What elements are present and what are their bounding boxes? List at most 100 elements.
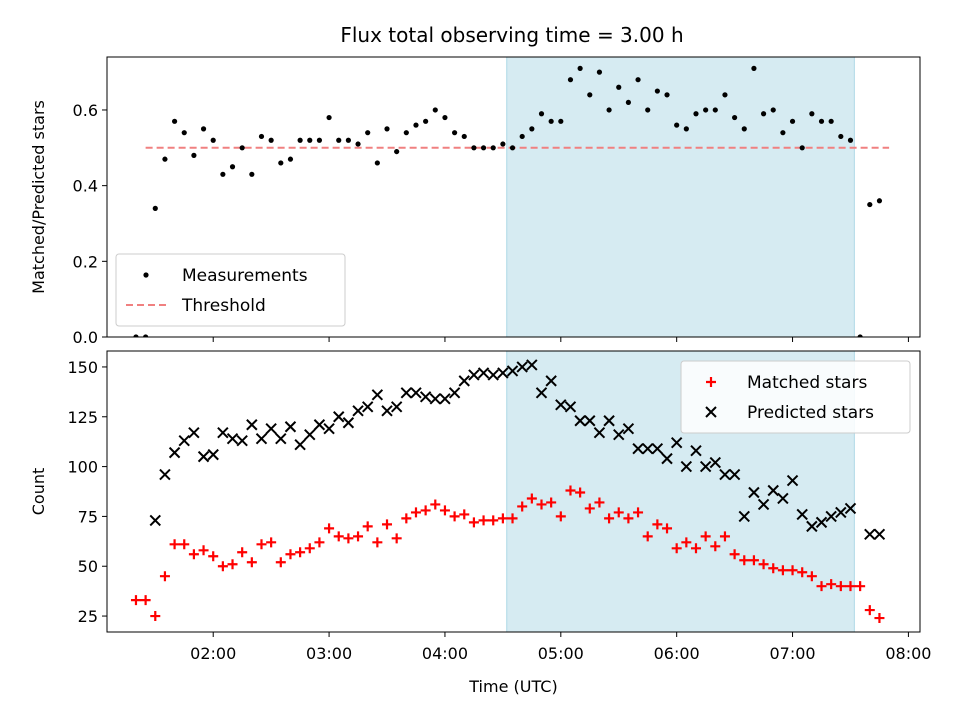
measurement-point [336, 137, 342, 143]
predicted-star-point [284, 421, 297, 433]
measurement-point [674, 122, 680, 128]
predicted-star-point [275, 432, 287, 445]
matched-star-point [816, 581, 827, 592]
x-tick-label: 02:00 [190, 644, 236, 663]
matched-star-point [459, 509, 470, 520]
measurement-point [867, 201, 873, 208]
measurement-point [133, 334, 139, 337]
measurement-point [529, 126, 535, 132]
matched-star-point [748, 555, 759, 566]
predicted-star-point [815, 516, 828, 529]
measurement-point [770, 107, 776, 113]
predicted-star-point [690, 444, 702, 457]
predicted-star-point [207, 448, 219, 461]
predicted-star-point [728, 468, 741, 481]
measurement-point [152, 205, 158, 211]
matched-star-point [179, 539, 190, 550]
predicted-star-point [352, 405, 364, 417]
predicted-star-point [835, 506, 847, 519]
measurement-point [442, 114, 448, 121]
axes-frame [106, 350, 921, 633]
predicted-star-point [458, 375, 470, 387]
predicted-star-point [197, 450, 210, 463]
measurement-point [606, 107, 612, 113]
predicted-star-point [439, 393, 451, 405]
matched-star-point [777, 565, 788, 576]
legend: Matched stars Predicted stars [680, 360, 911, 434]
predicted-star-point [757, 498, 770, 511]
matched-star-point [324, 523, 335, 534]
matched-star-point [266, 537, 277, 548]
measurement-point [220, 171, 226, 177]
matched-star-point [343, 533, 354, 544]
predicted-star-point [448, 387, 461, 399]
measurement-point [818, 118, 825, 124]
matched-star-point [382, 519, 393, 530]
measurement-point [143, 334, 149, 337]
matched-star-point [652, 519, 663, 530]
matched-star-point [237, 547, 248, 558]
matched-star-point [169, 539, 180, 550]
matched-star-point [439, 505, 450, 516]
measurement-point [847, 137, 854, 143]
matched-star-point [208, 551, 219, 562]
measurement-point [838, 133, 844, 140]
measurement-point [693, 111, 699, 117]
measurement-point [683, 126, 689, 132]
predicted-star-point [178, 434, 190, 447]
measurement-point [616, 84, 622, 90]
matched-star-point [845, 581, 856, 592]
measurement-point [384, 126, 390, 132]
x-tick-label: 04:00 [422, 644, 468, 663]
matched-star-point [256, 539, 267, 550]
matched-star-point [739, 555, 750, 566]
matched-star-point [430, 499, 441, 510]
predicted-star-point [767, 484, 779, 497]
measurement-point [722, 92, 728, 98]
measurement-point [413, 122, 419, 128]
measurement-point [664, 92, 670, 98]
measurement-point [751, 65, 757, 71]
matched-star-point [613, 507, 624, 518]
matched-star-point [575, 487, 586, 498]
predicted-star-point [381, 405, 393, 417]
count-panel: 25 50 75 100 125 150 02:00 03:00 04:00 05:00 06:00… [29, 350, 931, 696]
matched-star-point [758, 559, 769, 570]
predicted-star-point [709, 456, 722, 469]
matched-star-point [140, 595, 151, 606]
y-tick-label: 25 [78, 607, 98, 626]
matched-star-point [835, 581, 846, 592]
matched-star-point [150, 611, 161, 622]
predicted-star-point [603, 415, 615, 427]
matched-star-point [333, 531, 344, 542]
predicted-star-point [371, 389, 384, 401]
matched-star-point [285, 549, 296, 560]
measurement-point [268, 137, 274, 143]
axes-frame [106, 56, 921, 338]
measurement-point [355, 141, 361, 147]
predicted-star-point [304, 428, 316, 441]
predicted-star-point [188, 427, 200, 439]
x-tick-label: 03:00 [306, 644, 352, 663]
measurement-point [229, 164, 236, 170]
matched-star-point [565, 485, 576, 496]
predicted-star-point [477, 367, 490, 379]
predicted-star-point [468, 369, 480, 381]
measurement-point [471, 145, 477, 151]
legend-label: Predicted stars [747, 403, 874, 423]
measurement-point [297, 137, 303, 143]
matched-star-point [729, 549, 740, 560]
measurement-point [394, 148, 400, 155]
x-tick-label: 08:00 [885, 644, 931, 663]
predicted-star-point [149, 514, 161, 527]
measurement-point [490, 145, 496, 151]
matched-star-point [130, 595, 141, 606]
predicted-star-point [400, 387, 413, 399]
matched-star-point [690, 543, 701, 554]
measurement-point [587, 92, 593, 98]
measurement-point [191, 152, 197, 158]
predicted-star-point [642, 442, 654, 455]
matched-star-point [826, 579, 837, 590]
matched-star-point [188, 549, 199, 560]
